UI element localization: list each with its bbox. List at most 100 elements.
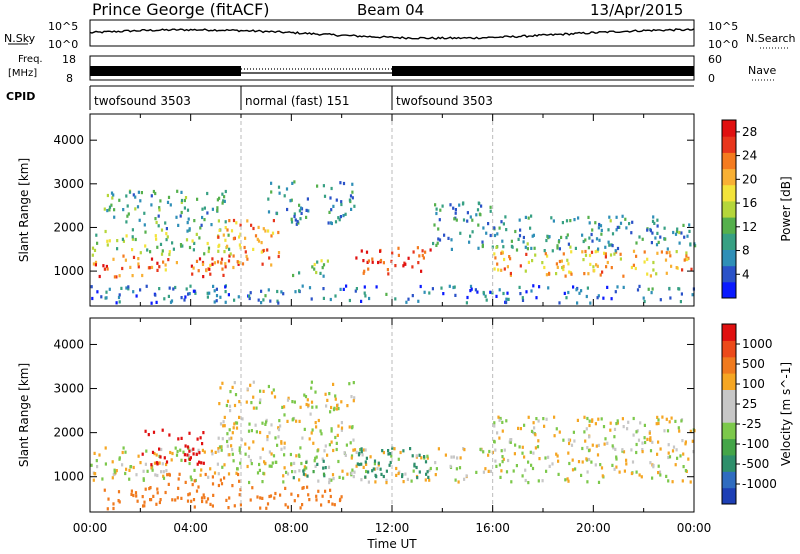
data-cell xyxy=(606,260,609,265)
data-cell xyxy=(497,415,500,419)
data-cell xyxy=(466,211,469,215)
data-cell xyxy=(327,221,330,225)
data-cell xyxy=(91,296,94,301)
data-cell xyxy=(502,222,505,226)
data-cell xyxy=(494,256,497,260)
data-cell xyxy=(203,252,206,256)
data-cell xyxy=(618,225,621,229)
data-cell xyxy=(310,431,313,435)
data-cell xyxy=(320,432,323,436)
data-cell xyxy=(259,456,262,460)
data-cell xyxy=(268,431,271,435)
data-cell xyxy=(317,418,320,423)
colorbar-tick-label: -500 xyxy=(742,457,769,471)
data-cell xyxy=(238,400,241,404)
data-cell xyxy=(146,469,149,473)
data-cell xyxy=(252,226,255,231)
data-cell xyxy=(341,469,344,473)
data-cell xyxy=(256,237,259,241)
data-cell xyxy=(500,251,503,255)
data-cell xyxy=(261,496,264,500)
data-cell xyxy=(606,441,609,445)
data-cell xyxy=(530,289,533,293)
time-axis-labels: 00:00 04:00 08:00 12:00 16:00 20:00 00:00Time … xyxy=(73,521,712,551)
data-cell xyxy=(614,249,617,253)
data-cell xyxy=(211,452,214,456)
data-cell xyxy=(574,467,577,471)
data-cell xyxy=(156,261,159,265)
data-cell xyxy=(614,447,617,451)
data-cell xyxy=(230,444,233,448)
data-cell xyxy=(218,243,221,247)
data-cell xyxy=(515,248,519,252)
data-cell xyxy=(224,265,227,269)
data-cell xyxy=(164,490,167,495)
data-cell xyxy=(322,287,325,291)
data-cell xyxy=(337,407,340,411)
data-cell xyxy=(352,399,355,403)
data-cell xyxy=(532,451,535,455)
data-cell xyxy=(228,247,231,251)
data-cell xyxy=(219,295,222,299)
data-cell xyxy=(290,462,293,466)
data-cell xyxy=(326,259,329,263)
data-cell xyxy=(135,473,138,477)
data-cell xyxy=(327,465,331,469)
data-cell xyxy=(228,437,231,441)
data-cell xyxy=(162,476,166,480)
data-cell xyxy=(229,390,232,394)
data-cell xyxy=(465,301,468,305)
data-cell xyxy=(150,301,153,305)
data-cell xyxy=(228,428,231,432)
data-cell xyxy=(621,417,624,421)
data-cell xyxy=(157,224,160,228)
data-cell xyxy=(601,474,604,478)
data-cell xyxy=(622,274,625,278)
data-cell xyxy=(588,419,591,423)
data-cell xyxy=(590,232,593,237)
data-cell xyxy=(332,477,335,481)
data-cell xyxy=(158,461,161,465)
data-cell xyxy=(496,431,499,435)
data-cell xyxy=(98,274,101,279)
data-cell xyxy=(216,206,219,210)
data-cell xyxy=(113,208,116,212)
data-cell xyxy=(264,294,267,298)
data-cell xyxy=(124,471,127,476)
data-cell xyxy=(624,217,627,221)
data-cell xyxy=(656,231,659,235)
data-cell xyxy=(590,460,593,464)
data-cell xyxy=(152,189,155,194)
data-cell xyxy=(603,251,606,255)
data-cell xyxy=(168,433,171,437)
data-cell xyxy=(570,443,574,447)
data-cell xyxy=(597,480,601,484)
data-cell xyxy=(181,244,184,248)
data-cell xyxy=(508,255,511,259)
data-cell xyxy=(515,464,518,468)
data-cell xyxy=(166,235,169,239)
data-cell xyxy=(220,261,223,265)
data-cell xyxy=(298,271,301,275)
data-cell xyxy=(648,438,652,442)
data-cell xyxy=(385,469,388,473)
data-cell xyxy=(571,458,574,462)
data-cell xyxy=(262,389,265,393)
data-cell xyxy=(432,241,435,246)
data-cell xyxy=(183,198,186,203)
data-cell xyxy=(160,470,163,474)
data-cell xyxy=(425,472,428,476)
data-cell xyxy=(193,505,196,509)
data-cell xyxy=(104,229,107,234)
data-cell xyxy=(450,247,453,251)
colorbar-swatch xyxy=(722,471,736,489)
data-cell xyxy=(500,268,503,272)
data-cell xyxy=(355,464,358,468)
data-cell xyxy=(239,223,242,227)
data-cell xyxy=(141,495,144,499)
data-cell xyxy=(605,265,608,269)
data-cell xyxy=(244,250,247,254)
data-cell xyxy=(278,191,281,195)
data-cell xyxy=(562,252,565,256)
